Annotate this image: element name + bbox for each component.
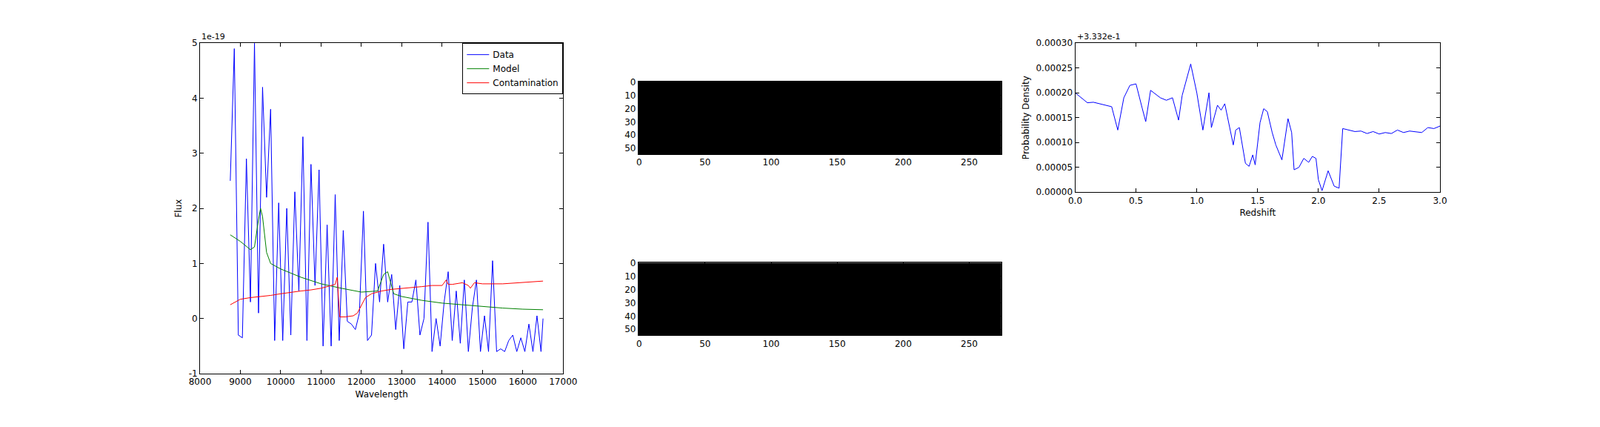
svg-text:250: 250 <box>960 157 978 168</box>
svg-text:50: 50 <box>699 338 711 349</box>
svg-text:-1: -1 <box>188 368 198 379</box>
svg-text:0: 0 <box>636 338 643 349</box>
svg-text:0.00020: 0.00020 <box>1035 87 1073 98</box>
svg-text:1e-19: 1e-19 <box>201 31 226 42</box>
svg-text:40: 40 <box>624 129 636 140</box>
svg-text:0: 0 <box>630 257 637 269</box>
svg-text:100: 100 <box>762 157 780 168</box>
svg-text:0.5: 0.5 <box>1128 195 1143 206</box>
svg-text:200: 200 <box>894 338 912 349</box>
svg-text:20: 20 <box>624 284 636 295</box>
svg-text:13000: 13000 <box>387 376 416 387</box>
svg-text:10: 10 <box>624 90 636 101</box>
svg-text:3.0: 3.0 <box>1432 195 1447 206</box>
svg-text:50: 50 <box>624 323 636 335</box>
svg-text:0.00005: 0.00005 <box>1035 162 1073 173</box>
svg-text:Flux: Flux <box>173 199 184 218</box>
svg-text:11000: 11000 <box>306 376 335 387</box>
svg-text:2.5: 2.5 <box>1371 195 1386 206</box>
svg-text:1.0: 1.0 <box>1189 195 1204 206</box>
svg-text:5: 5 <box>191 37 198 49</box>
svg-text:150: 150 <box>828 157 846 168</box>
svg-text:Contamination: Contamination <box>492 77 558 89</box>
svg-text:10000: 10000 <box>266 376 295 387</box>
svg-text:Data: Data <box>492 49 515 60</box>
svg-text:0: 0 <box>191 313 198 324</box>
svg-text:150: 150 <box>828 338 846 349</box>
svg-text:0.00015: 0.00015 <box>1035 112 1073 123</box>
svg-text:0.00010: 0.00010 <box>1035 137 1073 148</box>
svg-text:0.00025: 0.00025 <box>1035 62 1073 74</box>
svg-text:17000: 17000 <box>548 376 578 387</box>
svg-text:0: 0 <box>636 157 643 168</box>
svg-text:16000: 16000 <box>508 376 538 387</box>
svg-text:Wavelength: Wavelength <box>355 388 409 400</box>
svg-text:Probability Density: Probability Density <box>1020 75 1032 160</box>
svg-text:0: 0 <box>630 77 637 88</box>
svg-text:12000: 12000 <box>347 376 376 387</box>
svg-text:2.0: 2.0 <box>1311 195 1326 206</box>
svg-text:0.00030: 0.00030 <box>1035 37 1073 49</box>
svg-text:0.00000: 0.00000 <box>1035 186 1073 198</box>
svg-text:30: 30 <box>624 297 636 309</box>
svg-text:50: 50 <box>699 157 711 168</box>
svg-text:100: 100 <box>762 338 780 349</box>
svg-text:1.5: 1.5 <box>1250 195 1265 206</box>
svg-text:200: 200 <box>894 157 912 168</box>
svg-text:0.0: 0.0 <box>1068 195 1083 206</box>
svg-text:250: 250 <box>960 338 978 349</box>
svg-text:14000: 14000 <box>428 376 457 387</box>
svg-text:2: 2 <box>191 202 198 214</box>
svg-text:30: 30 <box>624 117 636 128</box>
svg-text:40: 40 <box>624 311 636 322</box>
svg-text:8000: 8000 <box>188 376 212 387</box>
svg-text:+3.332e-1: +3.332e-1 <box>1077 31 1120 42</box>
svg-text:15000: 15000 <box>468 376 497 387</box>
svg-text:Model: Model <box>492 63 520 75</box>
svg-text:Redshift: Redshift <box>1239 207 1276 218</box>
svg-text:4: 4 <box>191 93 198 104</box>
svg-text:1: 1 <box>191 258 198 269</box>
svg-text:3: 3 <box>191 148 198 159</box>
svg-text:9000: 9000 <box>228 376 252 387</box>
svg-text:10: 10 <box>624 271 636 282</box>
svg-text:20: 20 <box>624 103 636 115</box>
svg-text:50: 50 <box>624 142 636 154</box>
